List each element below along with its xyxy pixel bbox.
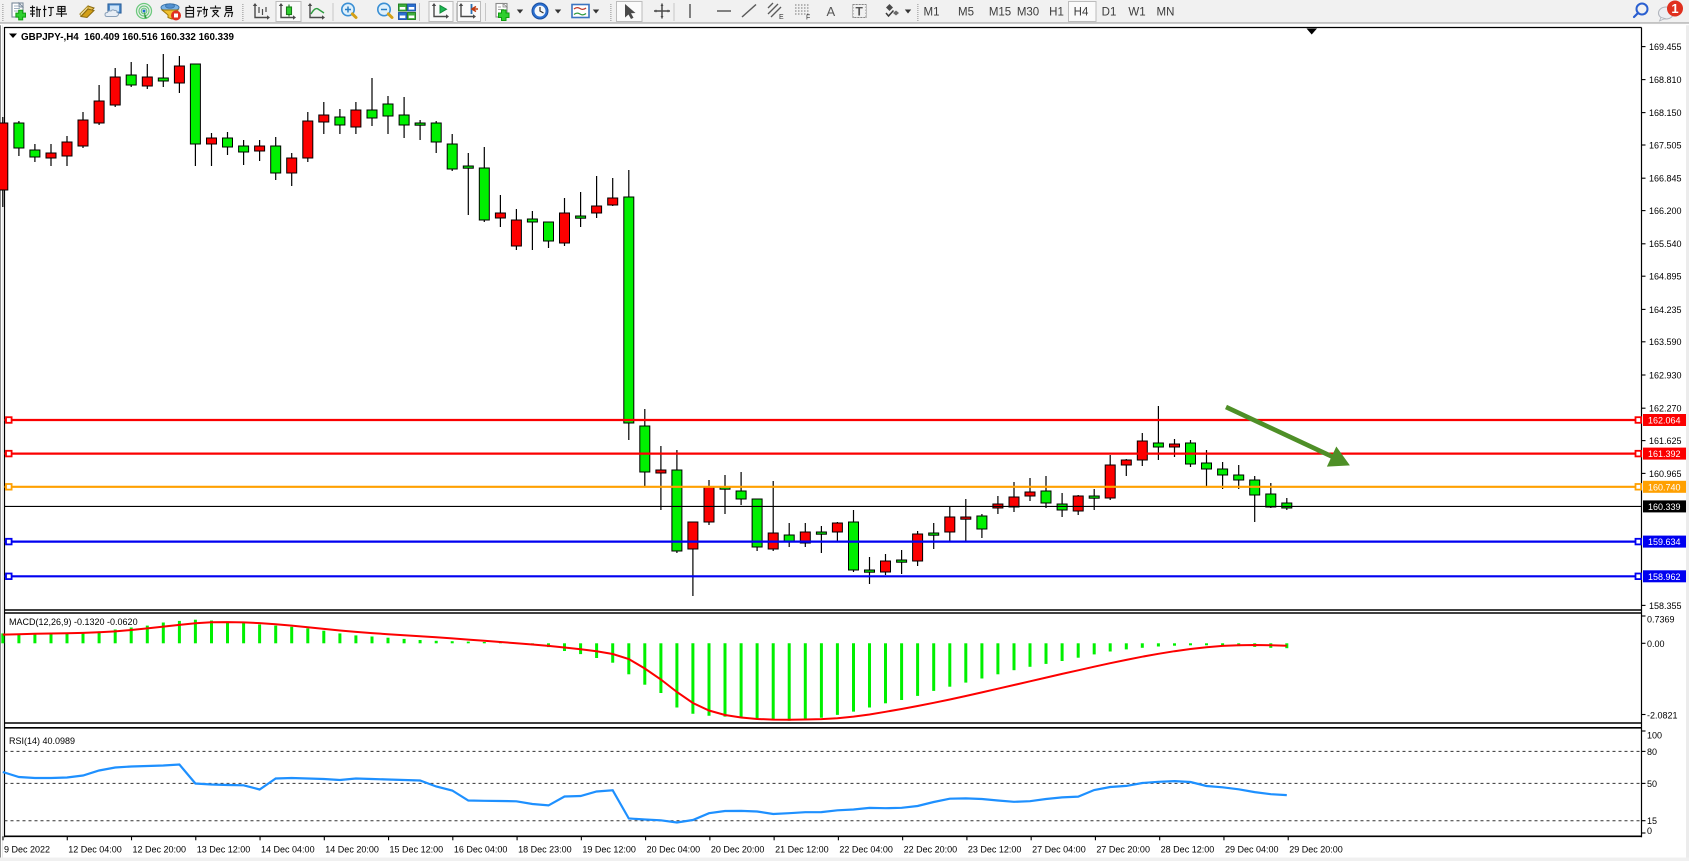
svg-text:15: 15 [1647, 816, 1657, 826]
svg-text:166.200: 166.200 [1649, 206, 1682, 216]
svg-text:A: A [827, 4, 836, 19]
svg-text:F: F [806, 15, 810, 22]
svg-text:80: 80 [1647, 747, 1657, 757]
svg-text:160.339: 160.339 [1648, 502, 1681, 512]
svg-text:M30: M30 [1017, 7, 1039, 19]
svg-text:W1: W1 [1128, 7, 1145, 19]
svg-text:165.540: 165.540 [1649, 239, 1682, 249]
svg-text:H4: H4 [1074, 7, 1089, 19]
svg-text:169.455: 169.455 [1649, 42, 1682, 52]
svg-text:19 Dec 12:00: 19 Dec 12:00 [582, 845, 636, 855]
svg-text:23 Dec 12:00: 23 Dec 12:00 [968, 845, 1022, 855]
svg-text:D1: D1 [1102, 7, 1117, 19]
svg-text:158.355: 158.355 [1649, 601, 1682, 611]
svg-text:9 Dec 2022: 9 Dec 2022 [4, 845, 50, 855]
svg-text:GBPJPY-,H4 160.409 160.516 16: GBPJPY-,H4 160.409 160.516 160.332 160.3… [21, 32, 235, 43]
svg-text:161.392: 161.392 [1648, 449, 1681, 459]
svg-text:27 Dec 04:00: 27 Dec 04:00 [1032, 845, 1086, 855]
svg-text:160.965: 160.965 [1649, 469, 1682, 479]
svg-text:27 Dec 20:00: 27 Dec 20:00 [1096, 845, 1150, 855]
svg-text:166.845: 166.845 [1649, 174, 1682, 184]
svg-text:159.634: 159.634 [1648, 537, 1681, 547]
svg-text:12 Dec 20:00: 12 Dec 20:00 [133, 845, 187, 855]
svg-text:22 Dec 04:00: 22 Dec 04:00 [839, 845, 893, 855]
svg-text:100: 100 [1647, 731, 1662, 741]
svg-text:29 Dec 20:00: 29 Dec 20:00 [1289, 845, 1343, 855]
svg-text:M1: M1 [924, 7, 940, 19]
svg-text:161.625: 161.625 [1649, 436, 1682, 446]
svg-text:14 Dec 20:00: 14 Dec 20:00 [325, 845, 379, 855]
svg-text:MACD(12,26,9) -0.1320 -0.0620: MACD(12,26,9) -0.1320 -0.0620 [9, 617, 138, 627]
svg-text:RSI(14) 40.0989: RSI(14) 40.0989 [9, 736, 75, 746]
svg-text:168.810: 168.810 [1649, 75, 1682, 85]
svg-text:20 Dec 20:00: 20 Dec 20:00 [711, 845, 765, 855]
svg-text:M5: M5 [958, 7, 974, 19]
svg-text:T: T [856, 5, 864, 19]
svg-text:162.270: 162.270 [1649, 404, 1682, 414]
svg-text:E: E [779, 14, 784, 21]
svg-text:164.895: 164.895 [1649, 272, 1682, 282]
svg-text:168.150: 168.150 [1649, 108, 1682, 118]
svg-text:H1: H1 [1049, 7, 1064, 19]
svg-text:12 Dec 04:00: 12 Dec 04:00 [68, 845, 122, 855]
svg-text:1: 1 [1671, 1, 1678, 16]
svg-text:162.930: 162.930 [1649, 370, 1682, 380]
svg-text:20 Dec 04:00: 20 Dec 04:00 [647, 845, 701, 855]
svg-text:0.7369: 0.7369 [1647, 615, 1675, 625]
svg-text:29 Dec 04:00: 29 Dec 04:00 [1225, 845, 1279, 855]
svg-text:22 Dec 20:00: 22 Dec 20:00 [904, 845, 958, 855]
svg-text:163.590: 163.590 [1649, 337, 1682, 347]
svg-text:21 Dec 12:00: 21 Dec 12:00 [775, 845, 829, 855]
svg-text:28 Dec 12:00: 28 Dec 12:00 [1161, 845, 1215, 855]
svg-text:164.235: 164.235 [1649, 305, 1682, 315]
svg-text:15 Dec 12:00: 15 Dec 12:00 [390, 845, 444, 855]
svg-text:14 Dec 04:00: 14 Dec 04:00 [261, 845, 315, 855]
svg-text:0: 0 [1647, 826, 1652, 836]
svg-text:-2.0821: -2.0821 [1647, 711, 1678, 721]
svg-text:0.00: 0.00 [1647, 639, 1665, 649]
svg-text:162.064: 162.064 [1648, 416, 1681, 426]
svg-text:158.962: 158.962 [1648, 572, 1681, 582]
svg-text:M15: M15 [989, 7, 1011, 19]
svg-text:16 Dec 04:00: 16 Dec 04:00 [454, 845, 508, 855]
svg-text:13 Dec 12:00: 13 Dec 12:00 [197, 845, 251, 855]
svg-text:167.505: 167.505 [1649, 140, 1682, 150]
svg-text:50: 50 [1647, 779, 1657, 789]
svg-text:160.740: 160.740 [1648, 482, 1681, 492]
svg-text:18 Dec 23:00: 18 Dec 23:00 [518, 845, 572, 855]
svg-text:MN: MN [1157, 7, 1175, 19]
